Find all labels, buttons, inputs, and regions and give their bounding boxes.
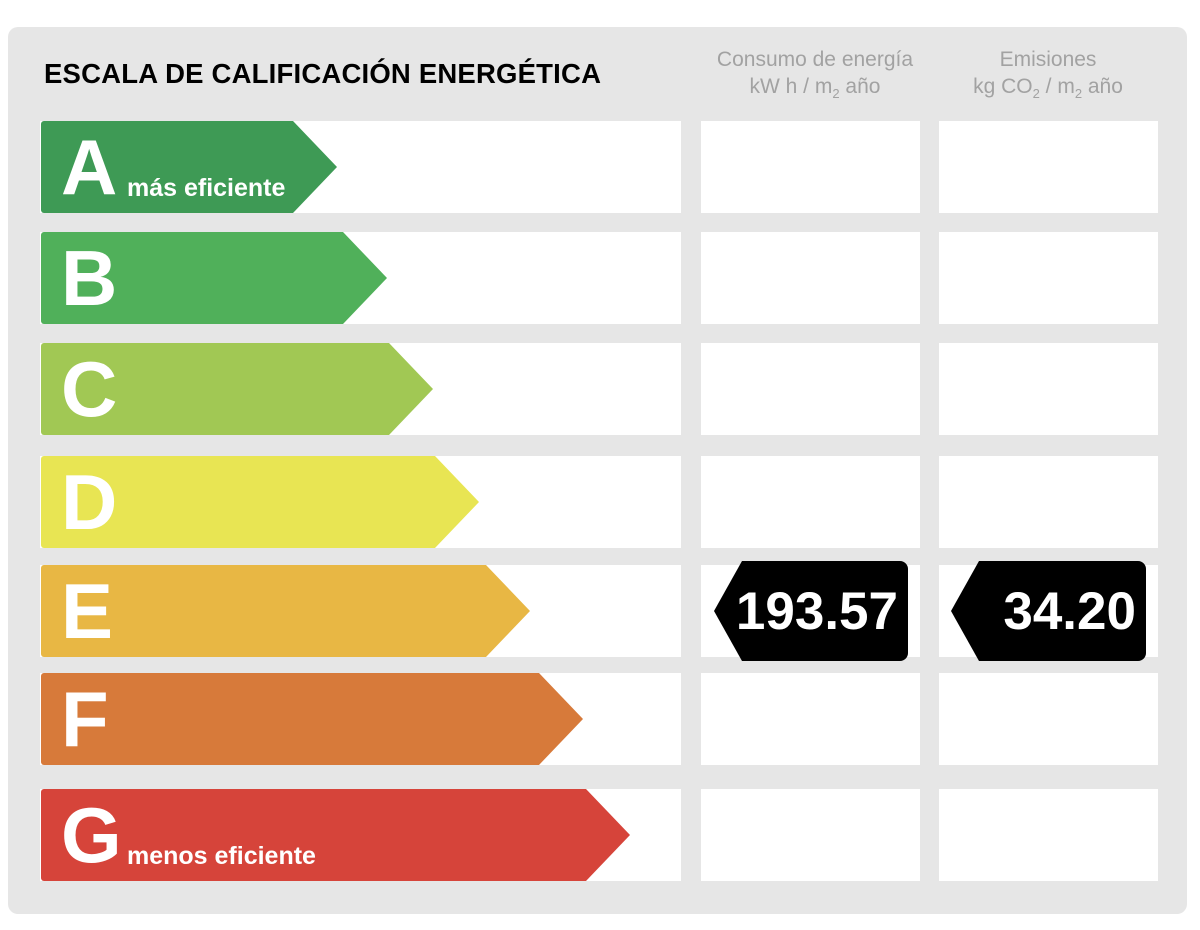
emissions-header-unit: kg CO2 / m2 año	[973, 75, 1123, 101]
emissions-header-line1: Emisiones	[999, 48, 1097, 71]
rating-arrow-d: D	[41, 456, 479, 548]
emissions-cell-g	[939, 789, 1158, 881]
emissions-cell-f	[939, 673, 1158, 765]
energy-column-header: Consumo de energía kW h / m2 año	[700, 46, 930, 100]
rating-sublabel: más eficiente	[127, 174, 286, 202]
energy-header-unit: kW h / m2 año	[749, 75, 881, 101]
rating-letter: G	[61, 791, 122, 879]
emissions-cell-a	[939, 121, 1158, 213]
rating-letter: F	[61, 675, 109, 763]
rating-letter: A	[61, 123, 118, 211]
energy-cell-b	[701, 232, 920, 324]
energy-cell-g	[701, 789, 920, 881]
page-title: ESCALA DE CALIFICACIÓN ENERGÉTICA	[44, 58, 602, 89]
rating-letter: B	[61, 234, 118, 322]
rating-letter: D	[61, 458, 118, 546]
rating-letter: C	[61, 345, 118, 433]
emissions-cell-b	[939, 232, 1158, 324]
rating-letter: E	[61, 567, 114, 655]
emissions-value-marker: 34.20	[951, 561, 1146, 661]
emissions-column-header: Emisiones kg CO2 / m2 año	[938, 46, 1158, 100]
rating-sublabel: menos eficiente	[127, 842, 316, 870]
emissions-cell-c	[939, 343, 1158, 435]
energy-header-line1: Consumo de energía	[716, 48, 914, 71]
energy-value-marker: 193.57	[714, 561, 908, 661]
rating-arrow-c: C	[41, 343, 433, 435]
rating-arrow-b: B	[41, 232, 387, 324]
emissions-cell-d	[939, 456, 1158, 548]
rating-arrow-f: F	[41, 673, 583, 765]
rating-arrow-e: E	[41, 565, 530, 657]
energy-cell-f	[701, 673, 920, 765]
energy-cell-a	[701, 121, 920, 213]
energy-cell-d	[701, 456, 920, 548]
energy-cell-c	[701, 343, 920, 435]
